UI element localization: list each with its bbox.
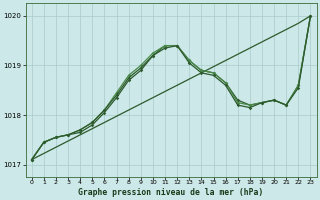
X-axis label: Graphe pression niveau de la mer (hPa): Graphe pression niveau de la mer (hPa) (78, 188, 264, 197)
